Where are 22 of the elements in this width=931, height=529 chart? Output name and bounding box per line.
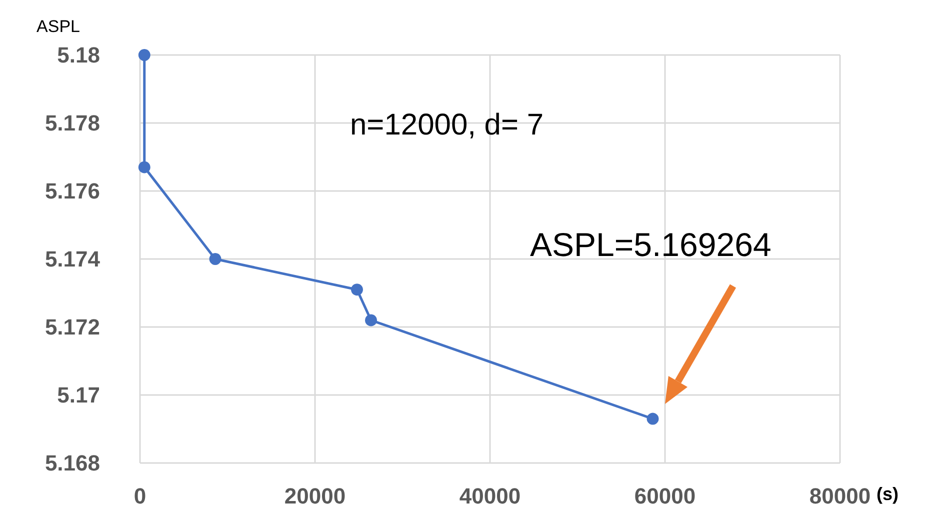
- y-tick-label: 5.174: [44, 246, 101, 272]
- point: [209, 253, 222, 265]
- point: [138, 161, 150, 174]
- x-tick-label: 40000: [459, 484, 521, 508]
- point: [365, 314, 377, 326]
- y-tick-label: 5.176: [44, 178, 100, 204]
- point: [138, 49, 150, 61]
- annotation: n=12000, d= 7: [350, 108, 544, 142]
- y-tick-label: 5.178: [44, 110, 100, 136]
- point: [646, 412, 659, 425]
- y-axis-title: ASPL: [36, 17, 80, 36]
- x-tick-label: 20000: [284, 484, 346, 508]
- x-axis-title: (s): [876, 484, 898, 504]
- annotation: ASPL=5.169264: [530, 226, 772, 263]
- point: [351, 284, 363, 296]
- x-tick-label: 80000: [809, 484, 871, 508]
- y-tick-label: 5.17: [57, 382, 100, 408]
- x-tick-label: 0: [134, 484, 146, 508]
- y-tick-label: 5.172: [44, 314, 100, 340]
- y-tick-label: 5.168: [44, 450, 100, 476]
- x-tick-label: 60000: [634, 484, 696, 508]
- y-tick-label: 5.18: [57, 42, 100, 68]
